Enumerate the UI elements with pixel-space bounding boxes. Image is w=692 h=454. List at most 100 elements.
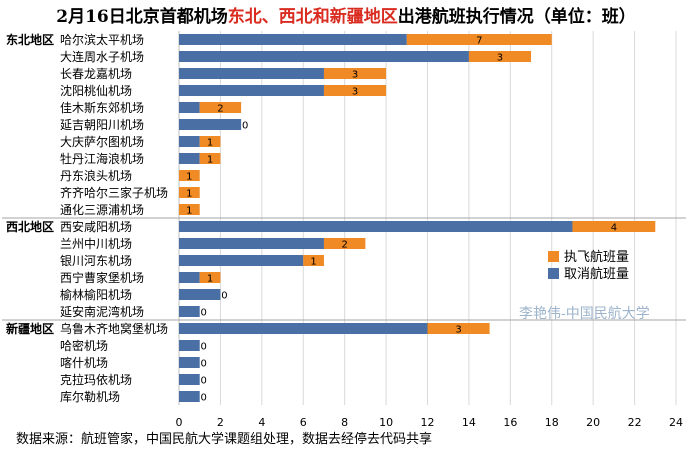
data-label: 3 [352,70,358,81]
data-label: 1 [207,138,213,149]
bar-cancelled [179,102,200,113]
bar-flown [323,85,387,96]
bar-cancelled [179,51,469,62]
data-label: 1 [207,155,213,166]
bar-cancelled [179,289,221,300]
bar-flown [427,323,490,334]
data-label: 0 [201,376,207,387]
data-label: 3 [455,325,461,336]
group-label: 新疆地区 [6,321,54,336]
category-label: 乌鲁木齐地窝堡机场 [60,321,168,336]
x-tick-label: 14 [462,416,476,429]
category-label: 大连周水子机场 [60,49,144,64]
bar-flown [179,187,200,198]
bar-flown [323,68,387,79]
x-tick-label: 24 [669,416,683,429]
group-label: 东北地区 [6,32,54,47]
x-tick-label: 10 [379,416,393,429]
bar-cancelled [179,340,200,351]
bar-flown [179,204,200,215]
category-label: 喀什机场 [60,356,108,370]
legend-swatch [548,268,559,279]
category-label: 库尔勒机场 [60,389,120,404]
bar-flown [303,255,324,266]
data-label: 1 [207,274,213,285]
bar-flown [179,170,200,181]
bar-cancelled [179,374,200,385]
data-label: 0 [201,342,207,353]
data-label: 0 [201,308,207,319]
bar-cancelled [179,323,428,334]
bar-cancelled [179,119,242,130]
bar-cancelled [179,306,200,317]
category-label: 长春龙嘉机场 [60,67,132,81]
category-label: 克拉玛依机场 [60,372,132,387]
bar-cancelled [179,238,324,249]
category-label: 西安咸阳机场 [60,219,132,234]
data-label: 4 [611,223,617,234]
data-label: 0 [242,121,248,132]
bar-cancelled [179,272,200,283]
watermark: 李艳伟-中国民航大学 [519,306,650,322]
bar-flown [199,102,242,113]
category-label: 沈阳桃仙机场 [60,83,132,98]
x-tick-label: 12 [421,416,435,429]
x-tick-label: 8 [341,416,348,429]
data-label: 0 [201,393,207,404]
bar-cancelled [179,221,573,232]
category-label: 银川河东机场 [60,254,132,268]
bar-flown [323,238,366,249]
data-label: 1 [186,206,192,217]
chart-title: 2月16日北京首都机场东北、西北和新疆地区出港航班执行情况（单位：班） [0,2,692,27]
data-label: 2 [341,240,347,251]
x-tick-label: 4 [258,416,265,429]
bar-cancelled [179,136,200,147]
title-highlight: 东北、西北和新疆地区 [227,7,398,27]
bar-cancelled [179,68,324,79]
x-tick-label: 0 [176,416,183,429]
x-tick-label: 2 [217,416,224,429]
data-label: 7 [476,36,482,47]
data-label: 3 [352,87,358,98]
bar-cancelled [179,357,200,368]
category-label: 通化三源浦机场 [60,203,144,217]
source-note: 数据来源：航班管家，中国民航大学课题组处理，数据去经停去代码共享 [16,432,433,447]
category-label: 西宁曹家堡机场 [60,270,144,285]
category-label: 齐齐哈尔三家子机场 [60,185,168,200]
data-label: 0 [201,359,207,370]
bar-flown [199,272,221,283]
bar-flown [572,221,656,232]
bar-flown [406,34,552,45]
bar-flown [199,136,221,147]
data-label: 1 [186,189,192,200]
data-label: 1 [186,172,192,183]
category-label: 兰州中川机场 [60,236,132,251]
bar-flown [199,153,221,164]
x-tick-label: 16 [503,416,517,429]
bar-cancelled [179,391,200,402]
category-label: 延安南泥湾机场 [60,304,144,319]
bar-cancelled [179,34,407,45]
x-tick-label: 6 [300,416,307,429]
legend-swatch [548,251,559,262]
legend-label: 取消航班量 [564,266,629,282]
category-label: 哈密机场 [60,338,108,353]
group-label: 西北地区 [6,219,54,234]
x-tick-label: 18 [545,416,559,429]
category-label: 哈尔滨太平机场 [60,32,144,47]
category-label: 牡丹江海浪机场 [60,151,144,166]
bar-cancelled [179,85,324,96]
bar-cancelled [179,153,200,164]
bar-flown [468,51,532,62]
category-label: 榆林榆阳机场 [60,287,132,302]
bar-cancelled [179,255,304,266]
title-part2: 出港航班执行情况（单位：班） [397,7,636,27]
category-label: 大庆萨尔图机场 [60,134,144,149]
data-label: 0 [221,291,227,302]
category-label: 佳木斯东郊机场 [60,101,144,115]
data-label: 1 [310,257,316,268]
category-label: 丹东浪头机场 [60,168,132,183]
data-label: 3 [497,53,503,64]
x-tick-label: 20 [586,416,600,429]
